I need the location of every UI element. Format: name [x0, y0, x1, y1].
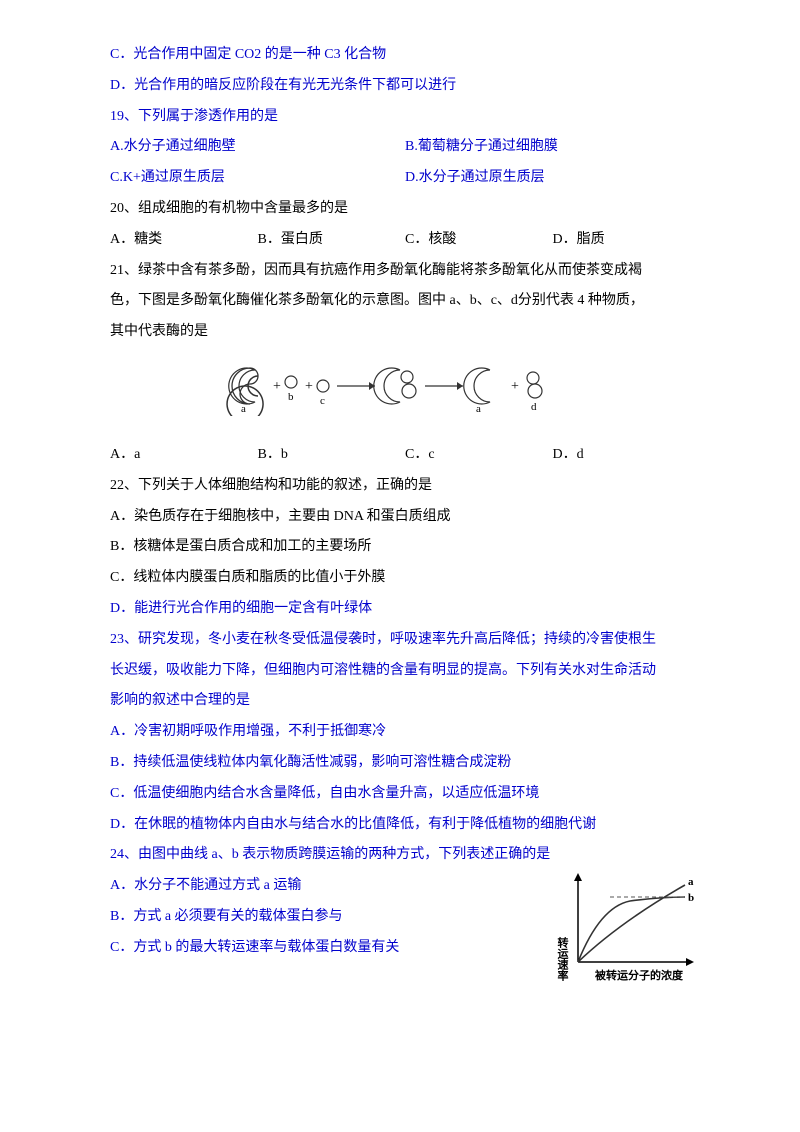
ylabel: 转运速率: [556, 936, 569, 982]
q22-stem: 22、下列关于人体细胞结构和功能的叙述，正确的是: [110, 471, 700, 502]
q21-options: A．a B．b C．c D．d: [110, 440, 700, 471]
lbl-b: b: [288, 391, 294, 403]
q20-opt-d: D．脂质: [553, 225, 701, 256]
q21-opt-b: B．b: [258, 440, 406, 471]
q23-opt-b: B．持续低温使线粒体内氧化酶活性减弱，影响可溶性糖合成淀粉: [110, 748, 700, 779]
q23-stem3: 影响的叙述中合理的是: [110, 686, 700, 717]
q23-opt-a: A．冷害初期呼吸作用增强，不利于抵御寒冷: [110, 717, 700, 748]
q19-stem: 19、下列属于渗透作用的是: [110, 102, 700, 133]
q21-stem2: 色，下图是多酚氧化酶催化茶多酚氧化的示意图。图中 a、b、c、d分别代表 4 种…: [110, 286, 700, 317]
q20-opt-c: C．核酸: [405, 225, 553, 256]
q21-opt-a: A．a: [110, 440, 258, 471]
q24-block: 24、由图中曲线 a、b 表示物质跨膜运输的两种方式，下列表述正确的是 a b …: [110, 840, 700, 987]
q20-options: A．糖类 B．蛋白质 C．核酸 D．脂质: [110, 225, 700, 256]
svg-text:+: +: [305, 379, 313, 394]
q20-stem: 20、组成细胞的有机物中含量最多的是: [110, 194, 700, 225]
q19-opt-c: C.K+通过原生质层: [110, 163, 405, 194]
q21-stem3: 其中代表酶的是: [110, 317, 700, 348]
q18-opt-d: D．光合作用的暗反应阶段在有光无光条件下都可以进行: [110, 71, 700, 102]
curve-a-label: a: [688, 876, 694, 888]
q19-opt-d: D.水分子通过原生质层: [405, 163, 700, 194]
lbl-a2: a: [476, 403, 481, 415]
lbl-d: d: [531, 401, 537, 413]
q20-opt-a: A．糖类: [110, 225, 258, 256]
q23-opt-c: C．低温使细胞内结合水含量降低，自由水含量升高，以适应低温环境: [110, 779, 700, 810]
q19-opt-b: B.葡萄糖分子通过细胞膜: [405, 132, 700, 163]
xlabel: 被转运分子的浓度: [595, 968, 684, 982]
q21-opt-c: C．c: [405, 440, 553, 471]
lbl-c: c: [320, 395, 325, 407]
lbl-a: a: [241, 403, 246, 415]
q21-diagram: a + b + c a + d: [110, 356, 700, 416]
q19-row2: C.K+通过原生质层 D.水分子通过原生质层: [110, 163, 700, 194]
q22-opt-a: A．染色质存在于细胞核中，主要由 DNA 和蛋白质组成: [110, 502, 700, 533]
svg-text:+: +: [511, 379, 519, 394]
q22-opt-d: D．能进行光合作用的细胞一定含有叶绿体: [110, 594, 700, 625]
q21-stem1: 21、绿茶中含有茶多酚，因而具有抗癌作用多酚氧化酶能将茶多酚氧化从而使茶变成褐: [110, 256, 700, 287]
q22-opt-c: C．线粒体内膜蛋白质和脂质的比值小于外膜: [110, 563, 700, 594]
q24-graph: a b 转运速率 被转运分子的浓度: [550, 867, 700, 987]
q23-opt-d: D．在休眠的植物体内自由水与结合水的比值降低，有利于降低植物的细胞代谢: [110, 810, 700, 841]
svg-text:+: +: [273, 379, 281, 394]
curve-b-label: b: [688, 892, 694, 904]
q19-row1: A.水分子通过细胞壁 B.葡萄糖分子通过细胞膜: [110, 132, 700, 163]
q21-opt-d: D．d: [553, 440, 701, 471]
q23-stem1: 23、研究发现，冬小麦在秋冬受低温侵袭时，呼吸速率先升高后降低；持续的冷害使根生: [110, 625, 700, 656]
enzyme-svg: a + b + c a + d: [225, 356, 585, 416]
q18-opt-c: C．光合作用中固定 CO2 的是一种 C3 化合物: [110, 40, 700, 71]
q20-opt-b: B．蛋白质: [258, 225, 406, 256]
q22-opt-b: B．核糖体是蛋白质合成和加工的主要场所: [110, 532, 700, 563]
q23-stem2: 长迟缓，吸收能力下降，但细胞内可溶性糖的含量有明显的提高。下列有关水对生命活动: [110, 656, 700, 687]
q19-opt-a: A.水分子通过细胞壁: [110, 132, 405, 163]
